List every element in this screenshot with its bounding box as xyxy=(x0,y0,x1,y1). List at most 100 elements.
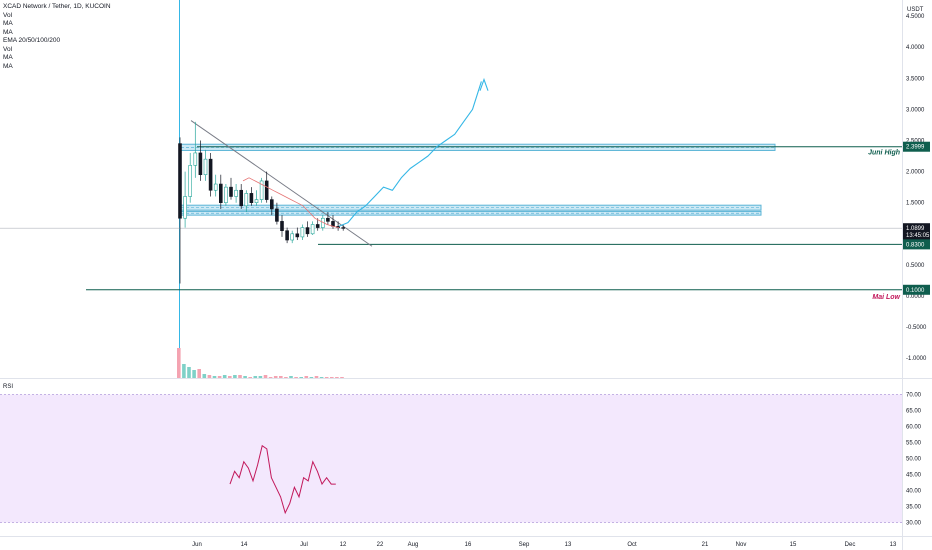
candle-body xyxy=(239,189,243,207)
rsi-tick-label: 70.00 xyxy=(906,393,922,399)
ema-line xyxy=(242,177,340,228)
volume-bar xyxy=(248,377,252,378)
rsi-tick-label: 40.00 xyxy=(906,489,922,495)
candle-body xyxy=(244,193,249,207)
time-tick-label: 14 xyxy=(241,542,248,548)
legend-line: MA xyxy=(3,20,13,27)
candle-body xyxy=(295,233,300,238)
price-tick-label: 1.5000 xyxy=(906,201,925,207)
rsi-line xyxy=(229,444,336,515)
candle-body xyxy=(193,152,198,166)
rsi-tick-label: 35.00 xyxy=(906,505,922,511)
currency-label: USDT xyxy=(907,7,924,13)
time-tick-label: 21 xyxy=(702,542,709,548)
volume-bar xyxy=(177,348,181,378)
time-tick-label: 22 xyxy=(377,542,384,548)
candle-body xyxy=(269,199,274,210)
volume-bar xyxy=(314,376,319,378)
volume-bar xyxy=(212,376,217,378)
price-tag-bg xyxy=(903,284,930,295)
chart-legend: XCAD Network / Tether, 1D, KUCOIN Vol MA… xyxy=(3,3,111,71)
price-tick-label: -1.0000 xyxy=(906,356,927,362)
legend-line: MA xyxy=(3,54,13,61)
candle-body xyxy=(300,227,305,238)
candle-body xyxy=(315,224,320,228)
volume-bar xyxy=(279,376,283,378)
rsi-label: RSI xyxy=(3,384,13,390)
price-pane[interactable] xyxy=(0,0,902,378)
candle-body xyxy=(234,189,238,197)
volume-bar xyxy=(330,377,334,378)
mai-low-label: Mai Low xyxy=(872,294,900,301)
candle-body xyxy=(275,208,279,222)
volume-bar xyxy=(202,374,207,378)
price-tag-timer: 13:45:05 xyxy=(906,233,930,239)
candle-body xyxy=(280,221,284,231)
price-tick-label: 2.5000 xyxy=(906,139,925,145)
volume-bar xyxy=(228,376,232,378)
projection-path xyxy=(338,81,482,227)
rsi-tick-label: 45.00 xyxy=(906,473,922,479)
volume-bar xyxy=(304,376,309,378)
price-tick-label: 4.0000 xyxy=(906,45,925,51)
time-tick-label: 13 xyxy=(565,542,572,548)
legend-line: MA xyxy=(3,62,13,70)
volume-bar xyxy=(340,377,344,378)
candle-body xyxy=(183,196,187,219)
price-tag-label: 1.0899 xyxy=(906,226,925,232)
rsi-tick-label: 65.00 xyxy=(906,409,922,415)
symbol-title: XCAD Network / Tether, 1D, KUCOIN xyxy=(3,3,111,10)
price-tag-bg xyxy=(903,239,930,250)
volume-bar xyxy=(319,377,324,378)
rsi-tick-label: 50.00 xyxy=(906,457,922,463)
price-tick-label: 2.0000 xyxy=(906,170,925,176)
time-tick-label: Jun xyxy=(192,542,202,548)
candle-body xyxy=(224,186,228,203)
time-tick-label: Sep xyxy=(519,542,530,548)
time-tick-label: Jul xyxy=(300,542,308,548)
volume-bar xyxy=(192,370,196,378)
price-tick-label: 0.0000 xyxy=(906,294,925,300)
candle-body xyxy=(290,233,295,241)
price-tick-label: 3.0000 xyxy=(906,107,925,113)
candle-body xyxy=(178,143,182,219)
volume-bar xyxy=(207,375,212,378)
price-tag-label: 2.3999 xyxy=(906,145,925,151)
juni-high-label: Juni High xyxy=(868,150,900,157)
volume-bar xyxy=(309,377,314,378)
candle-body xyxy=(208,158,213,191)
legend-line: EMA 20/50/100/200 xyxy=(3,37,61,44)
legend-line: Vol xyxy=(3,45,13,53)
volume-bar xyxy=(233,375,237,378)
volume-bar xyxy=(253,376,258,378)
volume-bar xyxy=(268,377,273,378)
time-tick-label: Dec xyxy=(845,542,856,548)
volume-bar xyxy=(294,377,298,378)
time-tick-label: 13 xyxy=(890,542,897,548)
candle-body xyxy=(213,183,218,191)
volume-bar xyxy=(289,376,293,378)
candle-body xyxy=(229,186,233,197)
candle-body xyxy=(188,165,192,197)
volume-bar xyxy=(187,367,191,378)
time-tick-label: Aug xyxy=(408,542,419,548)
candle-body xyxy=(254,199,259,203)
volume-bar xyxy=(217,376,222,378)
volume-bar xyxy=(335,377,339,378)
rsi-tick-label: 60.00 xyxy=(906,425,922,431)
volume-bar xyxy=(263,375,268,378)
rsi-tick-label: 30.00 xyxy=(906,521,922,527)
price-tag-label: 0.1000 xyxy=(906,288,925,294)
volume-bar xyxy=(243,376,247,378)
price-tag-bg xyxy=(903,223,930,241)
volume-bar xyxy=(284,377,288,378)
candle-body xyxy=(264,180,269,200)
candle-body xyxy=(326,217,330,222)
time-tick-label: Nov xyxy=(736,542,747,548)
rsi-pane[interactable]: RSI 70.00 65.00 60.00 55.00 50.00 45.00 40.00 35… xyxy=(0,384,922,527)
candle-body xyxy=(203,158,208,176)
time-tick-label: Oct xyxy=(627,542,637,548)
price-tick-label: -0.5000 xyxy=(906,325,927,331)
